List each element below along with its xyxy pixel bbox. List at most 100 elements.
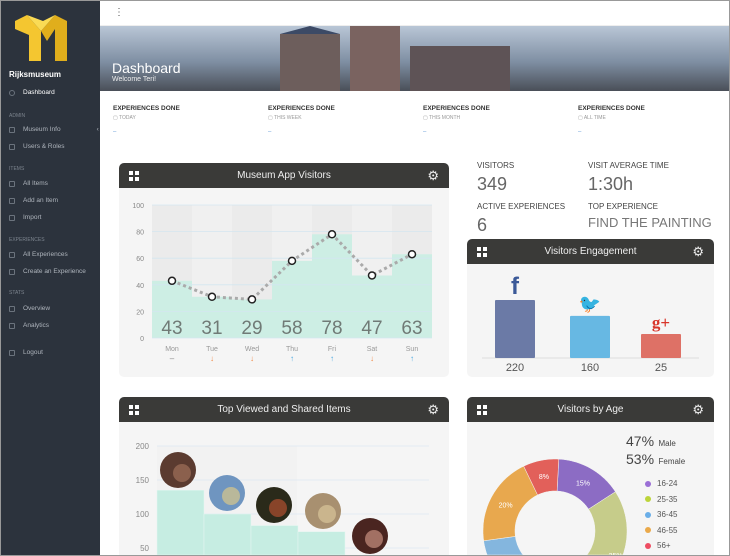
stat-experiences-done: EXPERIENCES DONE ▢ THIS WEEK –: [268, 105, 335, 135]
grid-icon[interactable]: [129, 171, 139, 181]
active-exp-value: 6: [477, 215, 488, 235]
bar: [297, 531, 346, 555]
stat-period: ▢ TODAY: [113, 115, 136, 121]
legend-item: 46-55: [645, 523, 677, 539]
trend-up-icon: ↑: [330, 354, 334, 363]
slice-label: 35%: [609, 553, 623, 555]
artwork-detail: [173, 464, 191, 482]
nav-icon: [9, 305, 15, 312]
sidebar-item[interactable]: Users & Roles: [9, 143, 65, 150]
bar: [392, 254, 432, 338]
period-label: THIS WEEK: [274, 115, 302, 121]
label: Import: [23, 214, 42, 221]
sidebar-item-logout[interactable]: Logout: [9, 349, 43, 356]
label: Analytics: [23, 322, 50, 329]
page-subtitle: Welcome Teri!: [112, 76, 157, 83]
bar: [312, 234, 352, 338]
male-label: Male: [658, 439, 676, 448]
museum-app-visitors-panel: Museum App Visitors ⚙ 0 20 40 60 80 100 43 Mon – 3…: [119, 163, 449, 377]
artwork-detail: [269, 499, 287, 517]
age-donut-chart: 15% 35% 20% 8%: [482, 458, 628, 555]
trend-flat-icon: –: [170, 354, 175, 363]
period-label: THIS MONTH: [429, 115, 461, 121]
bar: [352, 275, 392, 338]
data-point: [367, 271, 377, 280]
label: Create an Experience: [23, 268, 86, 275]
value-label: 25: [655, 362, 667, 374]
stat-value: –: [423, 129, 427, 135]
settings-icon[interactable]: ⚙: [427, 168, 439, 183]
grid-icon[interactable]: [477, 247, 487, 257]
legend-label: 25-35: [657, 494, 678, 504]
day-label: Fri: [328, 346, 337, 353]
day-label: Sat: [367, 346, 378, 353]
y-tick-label: 20: [136, 309, 144, 316]
facebook-icon: f: [511, 273, 520, 300]
y-tick-label: 60: [136, 256, 144, 263]
panel-title: Visitors by Age: [557, 404, 624, 415]
avg-time-value: 1:30h: [588, 174, 634, 194]
top-exp-label: TOP EXPERIENCE: [588, 202, 658, 211]
nav-icon: [9, 251, 15, 258]
stat-value: –: [113, 129, 117, 135]
sidebar-item[interactable]: All Experiences: [9, 251, 68, 258]
sidebar-item[interactable]: Overview: [9, 305, 50, 312]
male-stat: 47% Male: [626, 433, 676, 451]
legend-label: 16-24: [657, 479, 678, 489]
legend-label: 46-55: [657, 525, 678, 535]
sidebar-item[interactable]: All Items: [9, 180, 48, 187]
google-plus-icon: g+: [652, 313, 670, 332]
bar: [192, 296, 232, 338]
stat-experiences-done: EXPERIENCES DONE ▢ TODAY –: [113, 105, 180, 135]
bar-facebook: [495, 300, 535, 358]
stat-value: –: [578, 129, 582, 135]
settings-icon[interactable]: ⚙: [427, 402, 439, 417]
avg-time-label: VISIT AVERAGE TIME: [588, 161, 669, 170]
visitors-label: VISITORS: [477, 161, 515, 170]
stat-value: –: [268, 129, 272, 135]
sidebar-section-title: STATS: [9, 290, 25, 296]
settings-icon[interactable]: ⚙: [692, 402, 704, 417]
sidebar-item[interactable]: Museum Info ‹: [9, 126, 99, 133]
slice-56+: [523, 458, 560, 496]
stat-experiences-done: EXPERIENCES DONE ▢ ALL TIME –: [578, 105, 645, 135]
label: Users & Roles: [23, 143, 65, 150]
trend-down-icon: ↓: [370, 354, 374, 363]
period-label: ALL TIME: [583, 115, 606, 121]
day-label: Mon: [165, 346, 179, 353]
sidebar-item[interactable]: Import: [9, 214, 41, 221]
y-tick-label: 200: [136, 442, 150, 451]
sidebar-section-title: ADMIN: [9, 113, 26, 119]
nav-icon: [9, 322, 15, 329]
legend-label: 56+: [657, 541, 671, 551]
grid-icon[interactable]: [129, 405, 139, 415]
grid-icon[interactable]: [477, 405, 487, 415]
nav-icon: [9, 126, 15, 133]
day-label: Tue: [206, 346, 218, 353]
top-items-panel: Top Viewed and Shared Items ⚙ 50 100 150 200: [119, 397, 449, 555]
artwork-detail: [318, 505, 336, 523]
sidebar-item-dashboard[interactable]: Dashboard: [9, 89, 55, 96]
sidebar-item[interactable]: Add an Item: [9, 197, 58, 204]
slice-label: 20%: [499, 503, 513, 510]
panel-title: Visitors Engagement: [544, 246, 637, 257]
stat-experiences-done: EXPERIENCES DONE ▢ THIS MONTH –: [423, 105, 490, 135]
active-exp-label: ACTIVE EXPERIENCES: [477, 202, 566, 211]
menu-button[interactable]: ⋮: [114, 7, 124, 18]
y-tick-label: 100: [136, 510, 150, 519]
twitter-icon: 🐦: [579, 294, 601, 314]
sidebar-item[interactable]: Create an Experience: [9, 268, 86, 275]
label: All Experiences: [23, 251, 68, 258]
panel-title: Museum App Visitors: [237, 170, 331, 181]
sidebar-item[interactable]: Analytics: [9, 322, 49, 329]
age-legend: 16-24 25-35 36-45 46-55 56+: [645, 476, 677, 554]
chevron-left-icon: ‹: [96, 126, 99, 133]
building-image: [280, 26, 510, 91]
y-tick-label: 40: [136, 283, 144, 290]
bar: [156, 489, 205, 555]
nav-icon: [9, 214, 15, 221]
sidebar-section-title: ITEMS: [9, 166, 25, 172]
trend-down-icon: ↓: [210, 354, 214, 363]
settings-icon[interactable]: ⚙: [692, 244, 704, 259]
stat-label: EXPERIENCES DONE: [268, 105, 335, 112]
